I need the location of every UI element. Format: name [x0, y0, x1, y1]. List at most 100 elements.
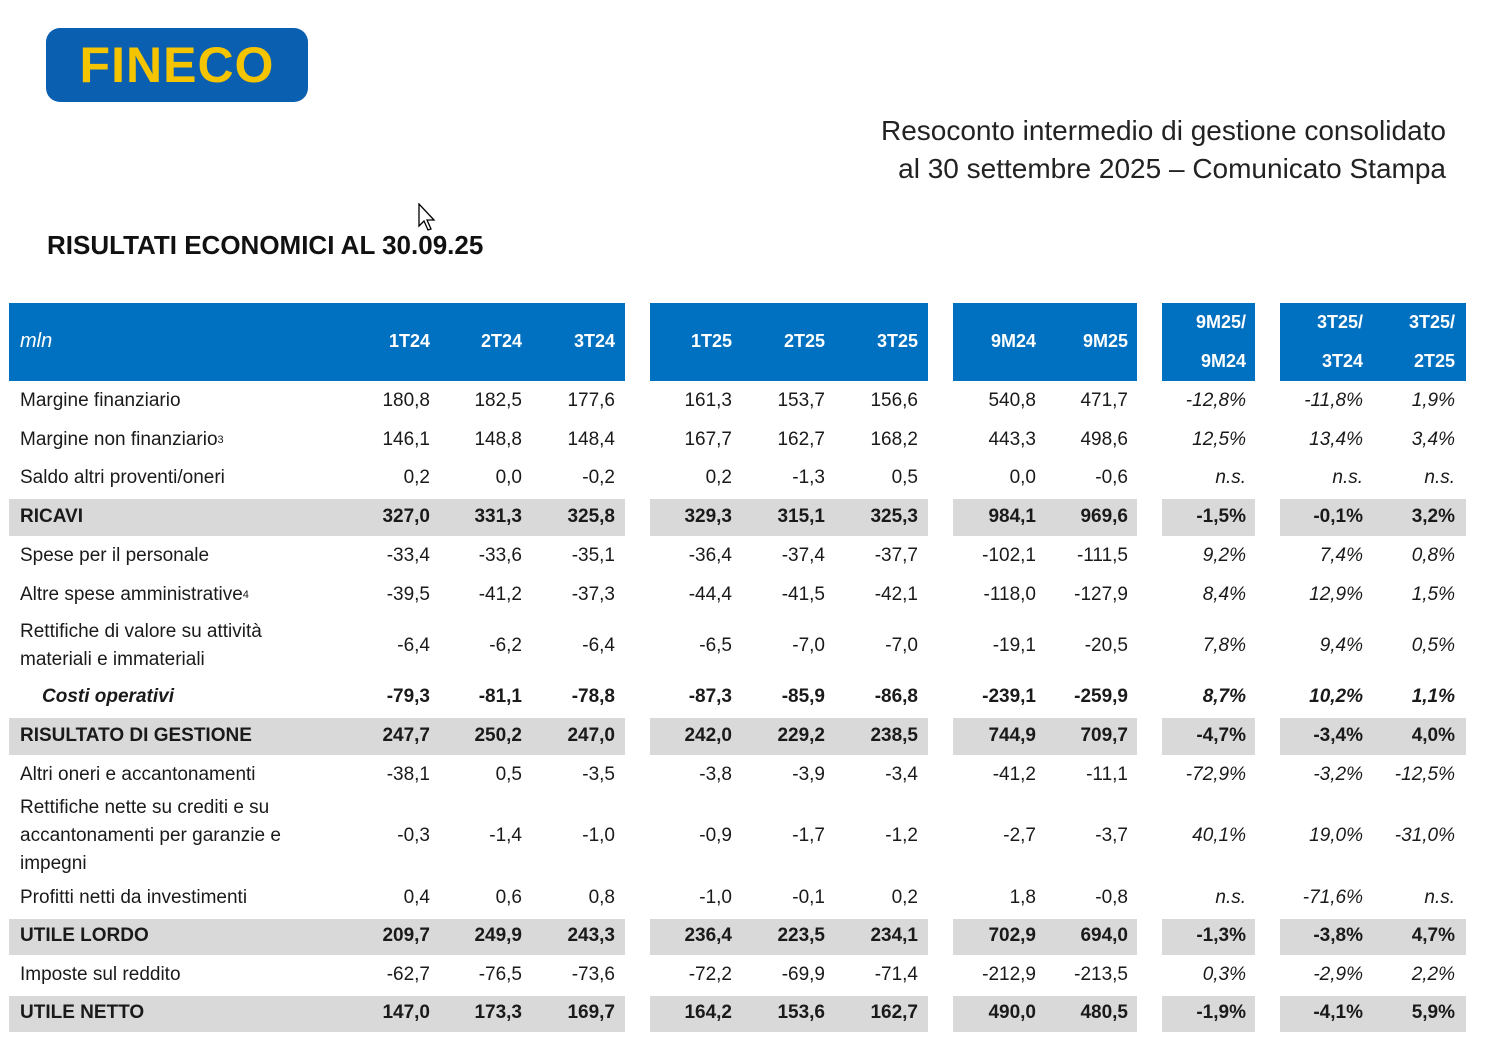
table-cell: 471,7 — [1080, 390, 1128, 411]
row-shade — [1280, 718, 1466, 755]
table-cell: 177,6 — [567, 390, 615, 411]
table-cell: 0,8% — [1411, 545, 1455, 566]
table-cell: -79,3 — [386, 686, 430, 707]
table-cell: 0,5 — [891, 467, 918, 488]
row-label-text: UTILE LORDO — [20, 925, 149, 946]
row-shade — [1162, 996, 1255, 1032]
table-cell: -0,3 — [397, 825, 430, 846]
row-label: RICAVI — [20, 497, 320, 536]
table-cell: -3,4 — [885, 764, 918, 785]
row-shade — [650, 996, 928, 1032]
row-shade — [650, 718, 928, 755]
table-cell: -86,8 — [874, 686, 918, 707]
table-cell: 0,3% — [1202, 964, 1246, 985]
table-cell: -3,8% — [1313, 925, 1363, 946]
table-cell: -1,3 — [792, 467, 825, 488]
table-cell: -71,4 — [874, 964, 918, 985]
table-cell: 234,1 — [870, 925, 918, 946]
table-cell: 10,2% — [1309, 686, 1363, 707]
table-cell: -3,8 — [699, 764, 732, 785]
table-cell: -102,1 — [982, 545, 1036, 566]
table-cell: 162,7 — [870, 1002, 918, 1023]
table-cell: 161,3 — [684, 390, 732, 411]
table-cell: 250,2 — [474, 725, 522, 746]
table-cell: -33,6 — [478, 545, 522, 566]
row-label-text: RISULTATO DI GESTIONE — [20, 724, 252, 746]
row-label: RISULTATO DI GESTIONE — [20, 716, 320, 755]
table-cell: 229,2 — [777, 725, 825, 746]
table-cell: 0,0 — [1009, 467, 1036, 488]
table-cell: 984,1 — [988, 506, 1036, 527]
table-cell: 2,2% — [1411, 964, 1455, 985]
table-cell: -36,4 — [688, 545, 732, 566]
row-label: Spese per il personale — [20, 536, 320, 575]
table-cell: -3,9 — [792, 764, 825, 785]
table-cell: -4,7% — [1196, 725, 1246, 746]
column-header: 3T25/ — [1316, 312, 1363, 332]
table-cell: 236,4 — [684, 925, 732, 946]
table-cell: -0,1 — [792, 887, 825, 908]
table-cell: 247,0 — [567, 725, 615, 746]
row-label-text: Altri oneri e accantonamenti — [20, 763, 256, 785]
table-cell: -39,5 — [386, 584, 430, 605]
table-cell: -19,1 — [992, 635, 1036, 656]
row-label-text: Saldo altri proventi/oneri — [20, 467, 225, 488]
table-cell: 8,4% — [1202, 584, 1246, 605]
table-cell: 5,9% — [1411, 1002, 1455, 1023]
table-cell: -87,3 — [688, 686, 732, 707]
column-header: 9M24 — [990, 331, 1036, 351]
table-cell: 19,0% — [1309, 825, 1363, 846]
table-cell: -127,9 — [1074, 584, 1128, 605]
column-header: 2T25 — [783, 331, 825, 351]
table-cell: -259,9 — [1074, 686, 1128, 707]
table-cell: -3,2% — [1313, 764, 1363, 785]
table-cell: 744,9 — [988, 725, 1036, 746]
table-cell: -62,7 — [386, 964, 430, 985]
table-cell: 164,2 — [684, 1002, 732, 1023]
table-cell: 1,9% — [1411, 390, 1455, 411]
table-cell: n.s. — [1424, 887, 1455, 908]
table-cell: 12,5% — [1192, 429, 1246, 450]
table-cell: 0,6 — [495, 887, 522, 908]
table-cell: -7,0 — [792, 635, 825, 656]
table-cell: n.s. — [1215, 887, 1246, 908]
table-cell: -78,8 — [571, 686, 615, 707]
row-shade — [9, 718, 625, 755]
column-header: 2T24 — [480, 331, 522, 351]
table-cell: -72,9% — [1185, 764, 1246, 785]
table-cell: 315,1 — [777, 506, 825, 527]
row-shade — [1280, 996, 1466, 1032]
table-cell: 0,4 — [403, 887, 430, 908]
table-cell: 1,1% — [1411, 686, 1455, 707]
table-cell: 167,7 — [684, 429, 732, 450]
table-cell: 480,5 — [1080, 1002, 1128, 1023]
table-cell: 327,0 — [382, 506, 430, 527]
table-cell: -1,0 — [582, 825, 615, 846]
row-label-text: Costi operativi — [42, 686, 174, 707]
column-header: 1T24 — [388, 331, 430, 351]
table-cell: -2,7 — [1003, 825, 1036, 846]
column-header: 3T24 — [1321, 351, 1363, 371]
table-cell: 7,8% — [1202, 635, 1246, 656]
row-label-text: Rettifiche di valore su attività materia… — [20, 621, 262, 670]
table-cell: 0,2 — [403, 467, 430, 488]
row-label-text: Rettifiche nette su crediti e su accanto… — [20, 797, 281, 874]
table-cell: 153,7 — [777, 390, 825, 411]
table-cell: -0,2 — [582, 467, 615, 488]
row-label: Margine non finanziario 3 — [20, 420, 320, 459]
table-cell: -85,9 — [781, 686, 825, 707]
table-cell: -0,9 — [699, 825, 732, 846]
row-label-text: Imposte sul reddito — [20, 963, 181, 985]
header-block — [650, 303, 928, 381]
table-cell: -76,5 — [478, 964, 522, 985]
table-cell: n.s. — [1424, 467, 1455, 488]
row-shade — [9, 499, 625, 536]
column-header: 3T24 — [573, 331, 615, 351]
table-cell: -12,5% — [1394, 764, 1455, 785]
table-cell: -1,3% — [1196, 925, 1246, 946]
table-cell: 153,6 — [777, 1002, 825, 1023]
table-cell: -11,1 — [1086, 764, 1128, 785]
table-cell: -44,4 — [688, 584, 732, 605]
table-cell: -1,9% — [1196, 1002, 1246, 1023]
row-shade — [953, 499, 1137, 536]
